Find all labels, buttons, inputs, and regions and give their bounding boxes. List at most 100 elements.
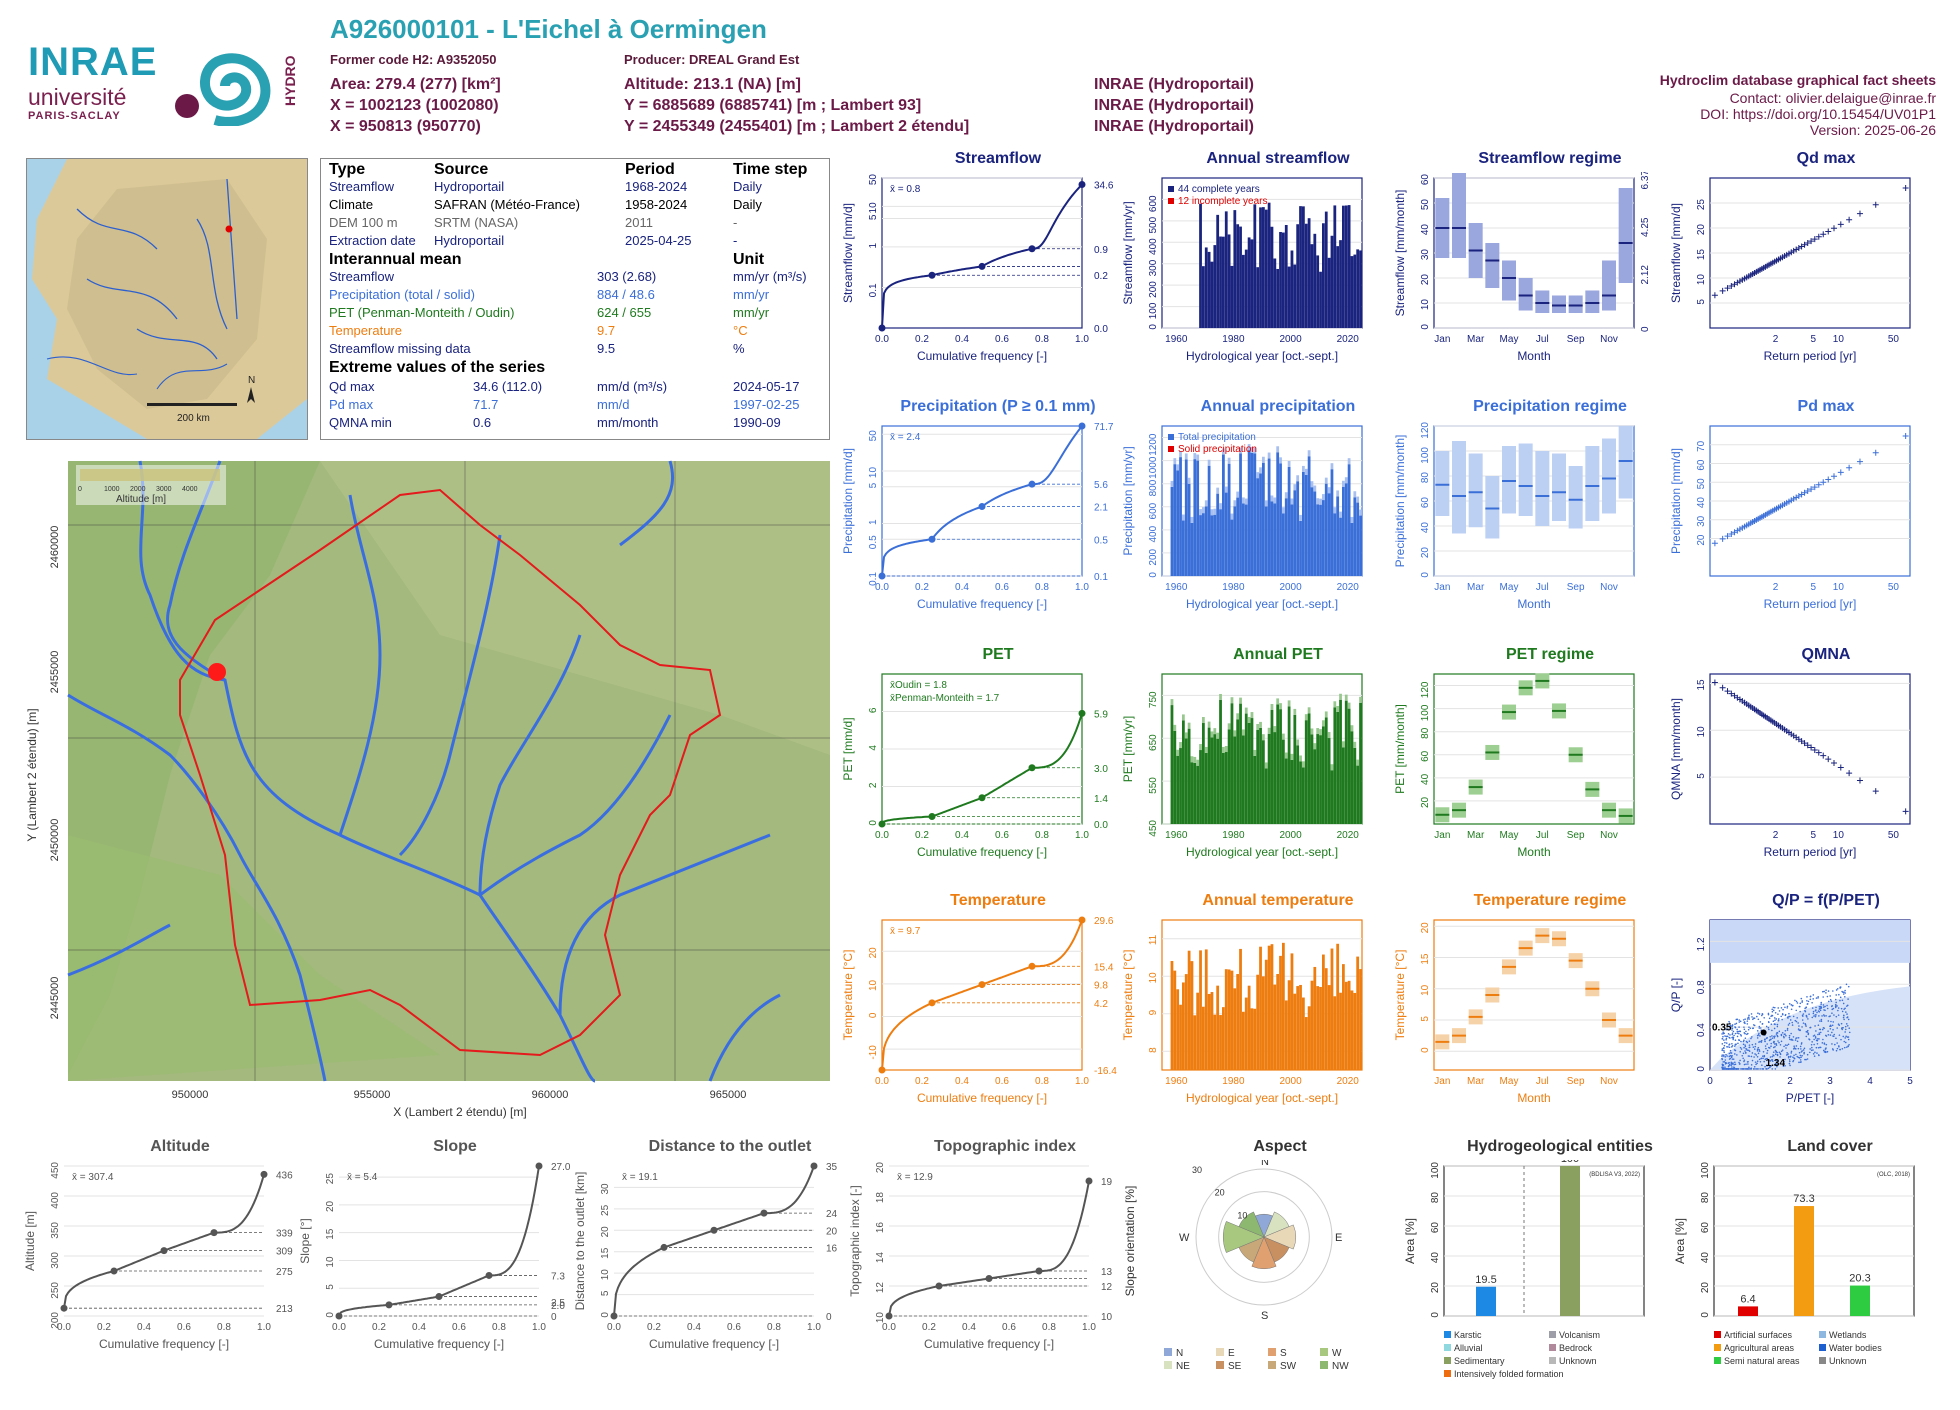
qp-point <box>1835 994 1838 996</box>
qp-point <box>1759 1068 1761 1070</box>
x-tick-label: 2000 <box>1279 830 1302 841</box>
x-tick-label: 0.8 <box>1035 582 1049 593</box>
qp-point <box>1749 1068 1752 1070</box>
qp-point <box>1757 1052 1760 1055</box>
qp-point <box>1757 1012 1759 1014</box>
hydrogeo-title: Hydrogeological entities <box>1467 1138 1653 1155</box>
streamflow-frame <box>881 177 1083 329</box>
france-overview-map: 200 km N <box>26 158 308 440</box>
qp-point <box>1803 1047 1806 1050</box>
altitude-right-label: 436 <box>276 1170 293 1181</box>
annual_temp-chart: Temperature [°C]Hydrological year [oct.-… <box>1122 919 1363 1105</box>
hydrogeo-legend-swatch <box>1444 1331 1451 1338</box>
precip_regime-box <box>1618 426 1633 499</box>
qp-point <box>1773 1043 1776 1045</box>
pet-quantile-point <box>1078 709 1086 717</box>
y-tick-label: 650 <box>1148 734 1159 751</box>
distance-chart: Distance to the outlet [km]Cumulative fr… <box>574 1162 838 1351</box>
annual_pet-bar-light <box>1284 752 1288 759</box>
x-lambert93: X = 1002123 (1002080) <box>330 97 499 114</box>
qp-point <box>1732 1030 1735 1033</box>
qp-point <box>1832 1007 1835 1010</box>
qp-point <box>1811 1016 1814 1019</box>
qp-point <box>1780 1034 1783 1037</box>
qp-point <box>1727 1025 1729 1027</box>
y-tick-label: 0.8 <box>1696 980 1707 994</box>
qp-point <box>1791 1004 1794 1007</box>
qp-point <box>1763 1017 1765 1019</box>
mean-row-value: 624 / 655 <box>597 305 652 320</box>
qp-point <box>1790 1004 1793 1006</box>
qp-point <box>1723 1039 1725 1041</box>
annual_precip-bar-light <box>1296 475 1300 482</box>
qp-point <box>1823 1043 1826 1045</box>
extreme-row-unit: mm/d <box>597 397 630 412</box>
streamflow-title: Streamflow <box>954 150 1042 167</box>
qp-point <box>1824 1048 1827 1050</box>
qp-point <box>1840 1038 1842 1041</box>
topo-title: Topographic index <box>934 1138 1076 1155</box>
fact-row-type: Climate <box>329 197 374 212</box>
annual_temp-bar <box>1179 1004 1182 1070</box>
topo-right-label: 19 <box>1101 1177 1113 1188</box>
annual_temp-bar <box>1230 970 1234 1070</box>
annual_pet-bar-light <box>1259 721 1262 728</box>
qp-point <box>1780 1015 1782 1018</box>
y-tick-label: 20 <box>1696 534 1707 546</box>
qp-point <box>1731 1044 1734 1047</box>
annual_pet-bar-light <box>1304 714 1308 721</box>
qp-point <box>1820 1018 1823 1021</box>
qp-point <box>1751 1027 1754 1030</box>
qp-point <box>1806 1003 1809 1005</box>
qmna-point <box>1837 764 1844 771</box>
streamflow_regime-chart: Streamflow [mm/month]Month0102030405060J… <box>1394 172 1651 363</box>
streamflow-quantile-point <box>978 262 986 270</box>
qp-point <box>1784 1014 1787 1017</box>
annual_pet-bar <box>1184 738 1188 824</box>
qp-point <box>1786 1027 1789 1030</box>
annual_pet-bar-light <box>1324 711 1328 718</box>
annual_precip-bar-light <box>1279 457 1282 464</box>
qp-point <box>1766 1064 1768 1066</box>
annual_precip-bar <box>1353 497 1357 576</box>
annual_temp-bar <box>1170 961 1174 1070</box>
month-tick: Sep <box>1567 1076 1585 1087</box>
pd_max-point <box>1846 464 1853 471</box>
qp-point <box>1746 1033 1748 1036</box>
qp-point <box>1756 1037 1759 1039</box>
qp-point <box>1769 1035 1771 1038</box>
precip-right-label: 0.5 <box>1094 535 1108 546</box>
annual_precip-bar-light <box>1259 467 1262 474</box>
precip-quantile-point <box>1028 480 1036 488</box>
qmna-point <box>1825 756 1832 763</box>
qp-point <box>1815 1046 1818 1049</box>
qp-point <box>1786 1016 1789 1018</box>
qp-point <box>1814 1051 1816 1054</box>
qp-point <box>1765 1058 1767 1060</box>
qp-point <box>1764 1045 1767 1047</box>
qp-point <box>1817 1024 1820 1027</box>
qd_max-title: Qd max <box>1796 150 1856 167</box>
qp-point <box>1792 1036 1795 1038</box>
annual_pet-bar <box>1210 737 1214 824</box>
qp-point <box>1814 1035 1817 1038</box>
y-tick-label: 60 <box>1420 750 1431 762</box>
annual_temp-bar <box>1264 959 1268 1070</box>
distance-curve <box>613 1165 815 1317</box>
qp-point <box>1738 1063 1741 1065</box>
qp-point <box>1771 1055 1774 1058</box>
legend-label: 12 incomplete years <box>1178 196 1268 207</box>
y-tick-label: 70 <box>1696 440 1707 452</box>
pd_max-y-axis-label: Precipitation [mm/d] <box>1670 448 1683 554</box>
y-tick-label: 0 <box>868 1012 879 1018</box>
qp-point <box>1837 1014 1840 1016</box>
y-tick-label: 40 <box>1420 224 1431 236</box>
qp-point <box>1812 994 1815 996</box>
month-tick: May <box>1500 334 1519 345</box>
annual_streamflow-bar <box>1350 256 1354 328</box>
annual_streamflow-bar <box>1204 247 1208 328</box>
qp-point <box>1731 1036 1733 1039</box>
x-tick-label: 2020 <box>1337 334 1360 345</box>
qp-point <box>1792 1048 1795 1050</box>
qp-point <box>1736 1032 1739 1034</box>
